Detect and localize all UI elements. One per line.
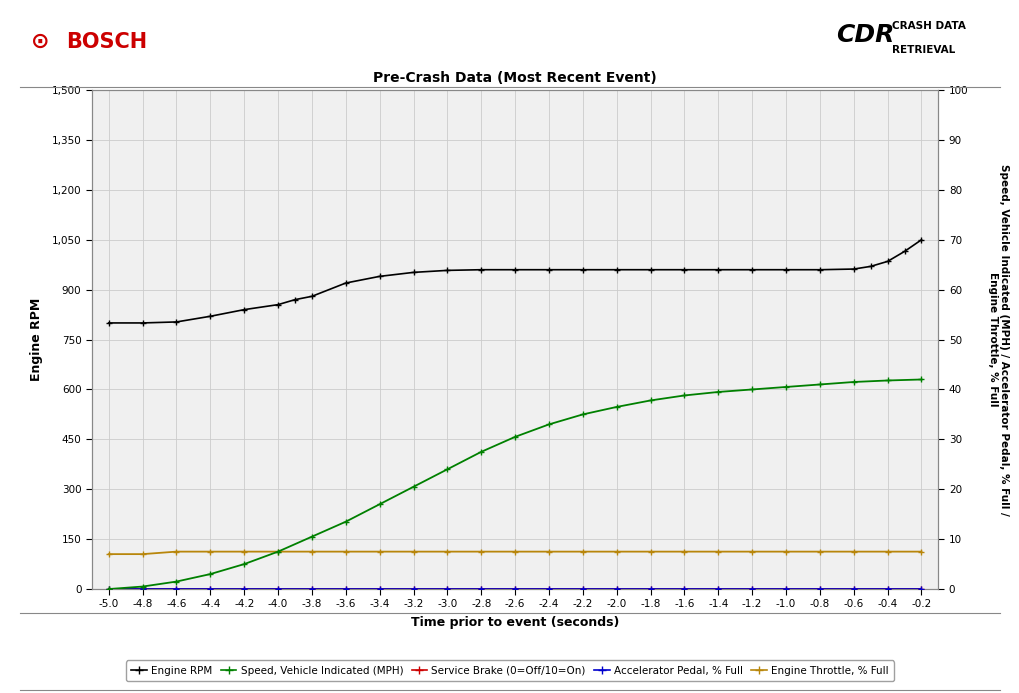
Text: RETRIEVAL: RETRIEVAL — [892, 45, 955, 55]
X-axis label: Time prior to event (seconds): Time prior to event (seconds) — [411, 616, 619, 629]
Y-axis label: Speed, Vehicle Indicated (MPH) / Accelerator Pedal, % Full /
Engine Throttle, % : Speed, Vehicle Indicated (MPH) / Acceler… — [987, 164, 1009, 516]
Legend: Engine RPM, Speed, Vehicle Indicated (MPH), Service Brake (0=Off/10=On), Acceler: Engine RPM, Speed, Vehicle Indicated (MP… — [126, 660, 893, 681]
Text: CDR: CDR — [836, 23, 894, 46]
Title: Pre-Crash Data (Most Recent Event): Pre-Crash Data (Most Recent Event) — [373, 71, 656, 85]
Text: ⊙: ⊙ — [31, 32, 49, 51]
Text: BOSCH: BOSCH — [66, 32, 148, 51]
Y-axis label: Engine RPM: Engine RPM — [31, 298, 43, 381]
Text: CRASH DATA: CRASH DATA — [892, 21, 965, 31]
